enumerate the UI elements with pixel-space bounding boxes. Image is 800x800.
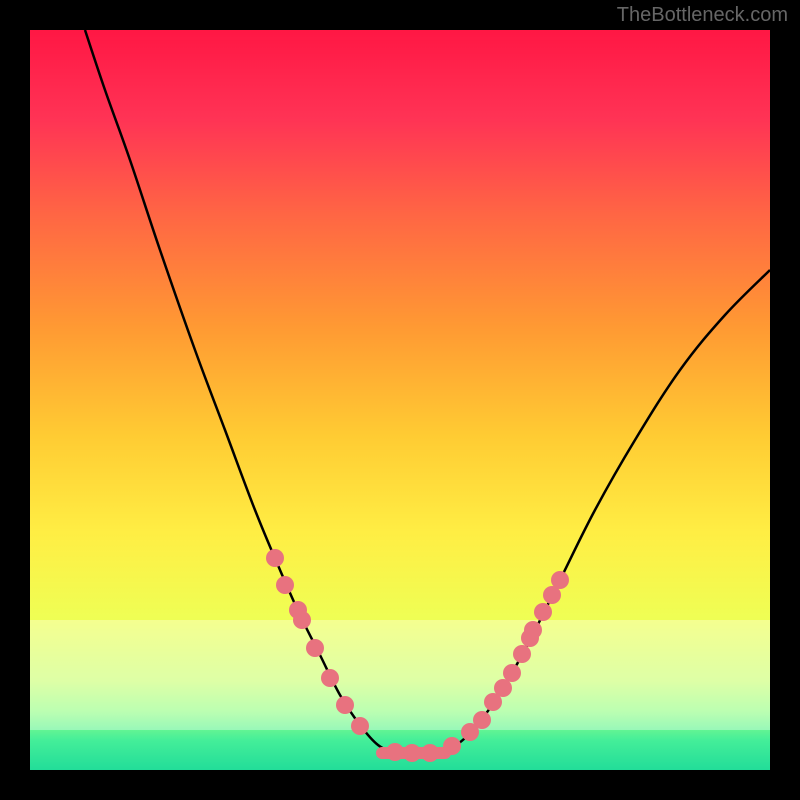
bottleneck-chart: TheBottleneck.com [0,0,800,800]
watermark-text: TheBottleneck.com [617,4,788,27]
chart-svg [0,0,800,800]
